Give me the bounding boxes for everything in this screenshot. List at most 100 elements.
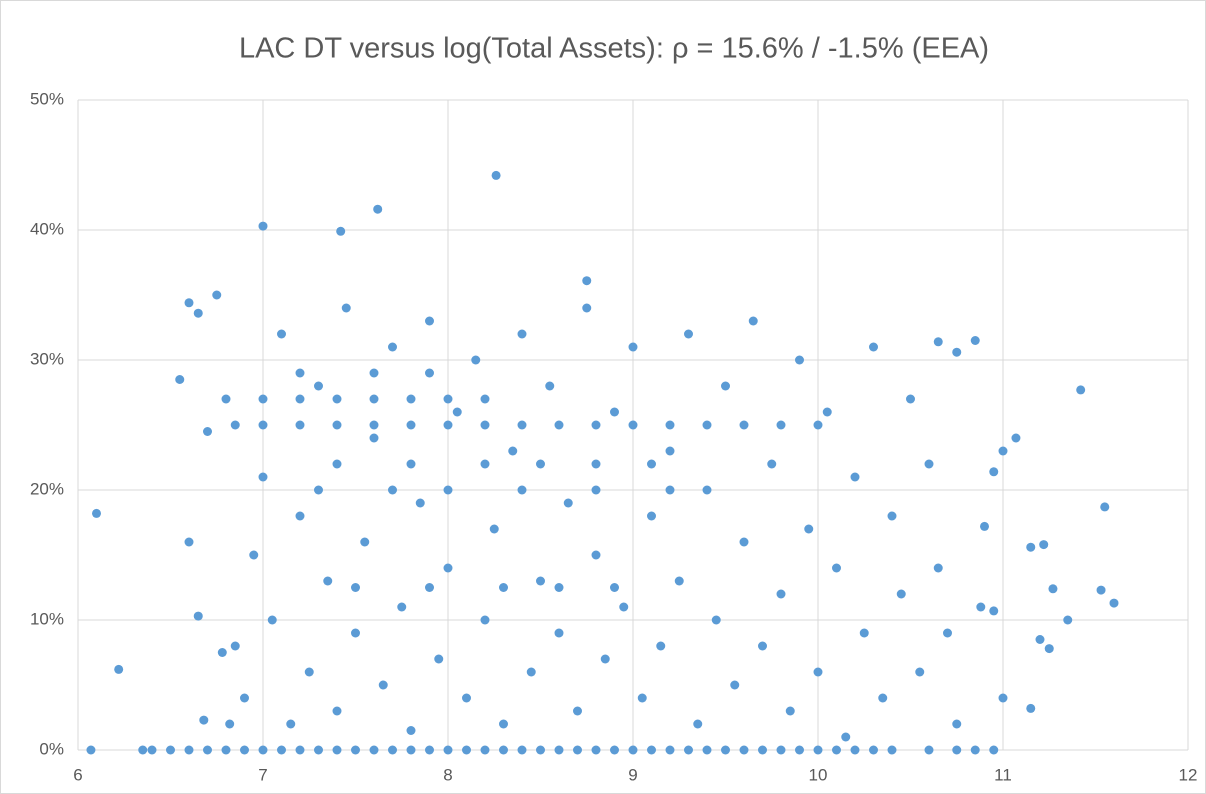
point bbox=[443, 394, 453, 404]
point bbox=[184, 298, 194, 308]
point bbox=[295, 745, 305, 755]
point bbox=[554, 420, 564, 430]
point bbox=[536, 576, 545, 586]
point bbox=[471, 355, 481, 365]
point bbox=[480, 745, 490, 755]
point bbox=[989, 745, 999, 755]
point bbox=[203, 427, 212, 436]
point bbox=[887, 511, 897, 521]
point bbox=[175, 375, 185, 384]
point bbox=[1109, 598, 1119, 608]
point bbox=[425, 583, 434, 592]
y-tick-label: 30% bbox=[30, 349, 64, 368]
point bbox=[369, 420, 379, 430]
point bbox=[591, 420, 601, 430]
point bbox=[795, 355, 804, 365]
point bbox=[480, 615, 490, 625]
point bbox=[92, 508, 101, 518]
point bbox=[628, 342, 638, 352]
point bbox=[203, 745, 212, 755]
point bbox=[952, 347, 962, 357]
point bbox=[795, 745, 804, 755]
y-tick-label: 50% bbox=[30, 89, 64, 108]
point bbox=[480, 394, 490, 404]
point bbox=[610, 583, 619, 592]
point bbox=[665, 485, 675, 495]
point bbox=[554, 583, 564, 592]
point bbox=[332, 420, 342, 430]
point bbox=[1076, 385, 1086, 395]
point bbox=[295, 420, 305, 430]
point bbox=[147, 745, 157, 755]
point bbox=[591, 459, 601, 469]
point bbox=[976, 602, 986, 612]
point bbox=[193, 611, 203, 621]
point bbox=[443, 563, 453, 573]
point bbox=[702, 420, 712, 430]
point bbox=[841, 732, 851, 742]
point bbox=[1026, 703, 1036, 713]
point bbox=[314, 745, 323, 755]
point bbox=[869, 342, 878, 352]
point bbox=[582, 303, 592, 313]
point bbox=[952, 745, 962, 755]
point bbox=[295, 368, 305, 378]
x-tick-label: 10 bbox=[809, 765, 828, 784]
point bbox=[536, 459, 545, 469]
point bbox=[647, 459, 656, 469]
point bbox=[980, 521, 989, 531]
point bbox=[388, 342, 397, 352]
x-tick-label: 8 bbox=[443, 765, 452, 784]
x-tick-label: 7 bbox=[258, 765, 267, 784]
point bbox=[943, 628, 952, 638]
point bbox=[1048, 584, 1058, 594]
point bbox=[314, 381, 323, 391]
point bbox=[600, 654, 610, 664]
point bbox=[693, 719, 703, 729]
point bbox=[582, 276, 592, 286]
point bbox=[369, 394, 379, 404]
point bbox=[933, 563, 943, 573]
point bbox=[573, 706, 582, 716]
point bbox=[258, 221, 268, 231]
point bbox=[332, 745, 342, 755]
point bbox=[647, 745, 656, 755]
point bbox=[249, 550, 259, 560]
point bbox=[489, 524, 499, 534]
point bbox=[665, 420, 675, 430]
point bbox=[443, 420, 453, 430]
point bbox=[258, 745, 268, 755]
point bbox=[684, 745, 693, 755]
point bbox=[388, 485, 397, 495]
y-tick-label: 10% bbox=[30, 609, 64, 628]
point bbox=[1011, 433, 1021, 443]
point bbox=[813, 667, 823, 677]
point bbox=[166, 745, 175, 755]
point bbox=[517, 420, 527, 430]
point bbox=[924, 745, 934, 755]
point bbox=[545, 381, 555, 391]
point bbox=[332, 394, 342, 404]
point bbox=[225, 719, 235, 729]
point bbox=[915, 667, 925, 677]
point bbox=[491, 170, 501, 180]
point bbox=[822, 407, 832, 417]
point bbox=[314, 485, 323, 495]
point bbox=[304, 667, 314, 677]
point bbox=[240, 693, 249, 703]
point bbox=[184, 745, 194, 755]
point bbox=[813, 745, 823, 755]
point bbox=[351, 628, 360, 638]
point bbox=[776, 420, 786, 430]
point bbox=[499, 583, 508, 592]
point bbox=[850, 745, 860, 755]
point bbox=[721, 745, 730, 755]
point bbox=[1035, 635, 1045, 644]
point bbox=[230, 420, 240, 430]
point bbox=[462, 745, 471, 755]
point bbox=[508, 446, 518, 456]
point bbox=[896, 589, 906, 599]
point bbox=[887, 745, 897, 755]
point bbox=[1044, 644, 1054, 654]
point bbox=[258, 394, 268, 404]
